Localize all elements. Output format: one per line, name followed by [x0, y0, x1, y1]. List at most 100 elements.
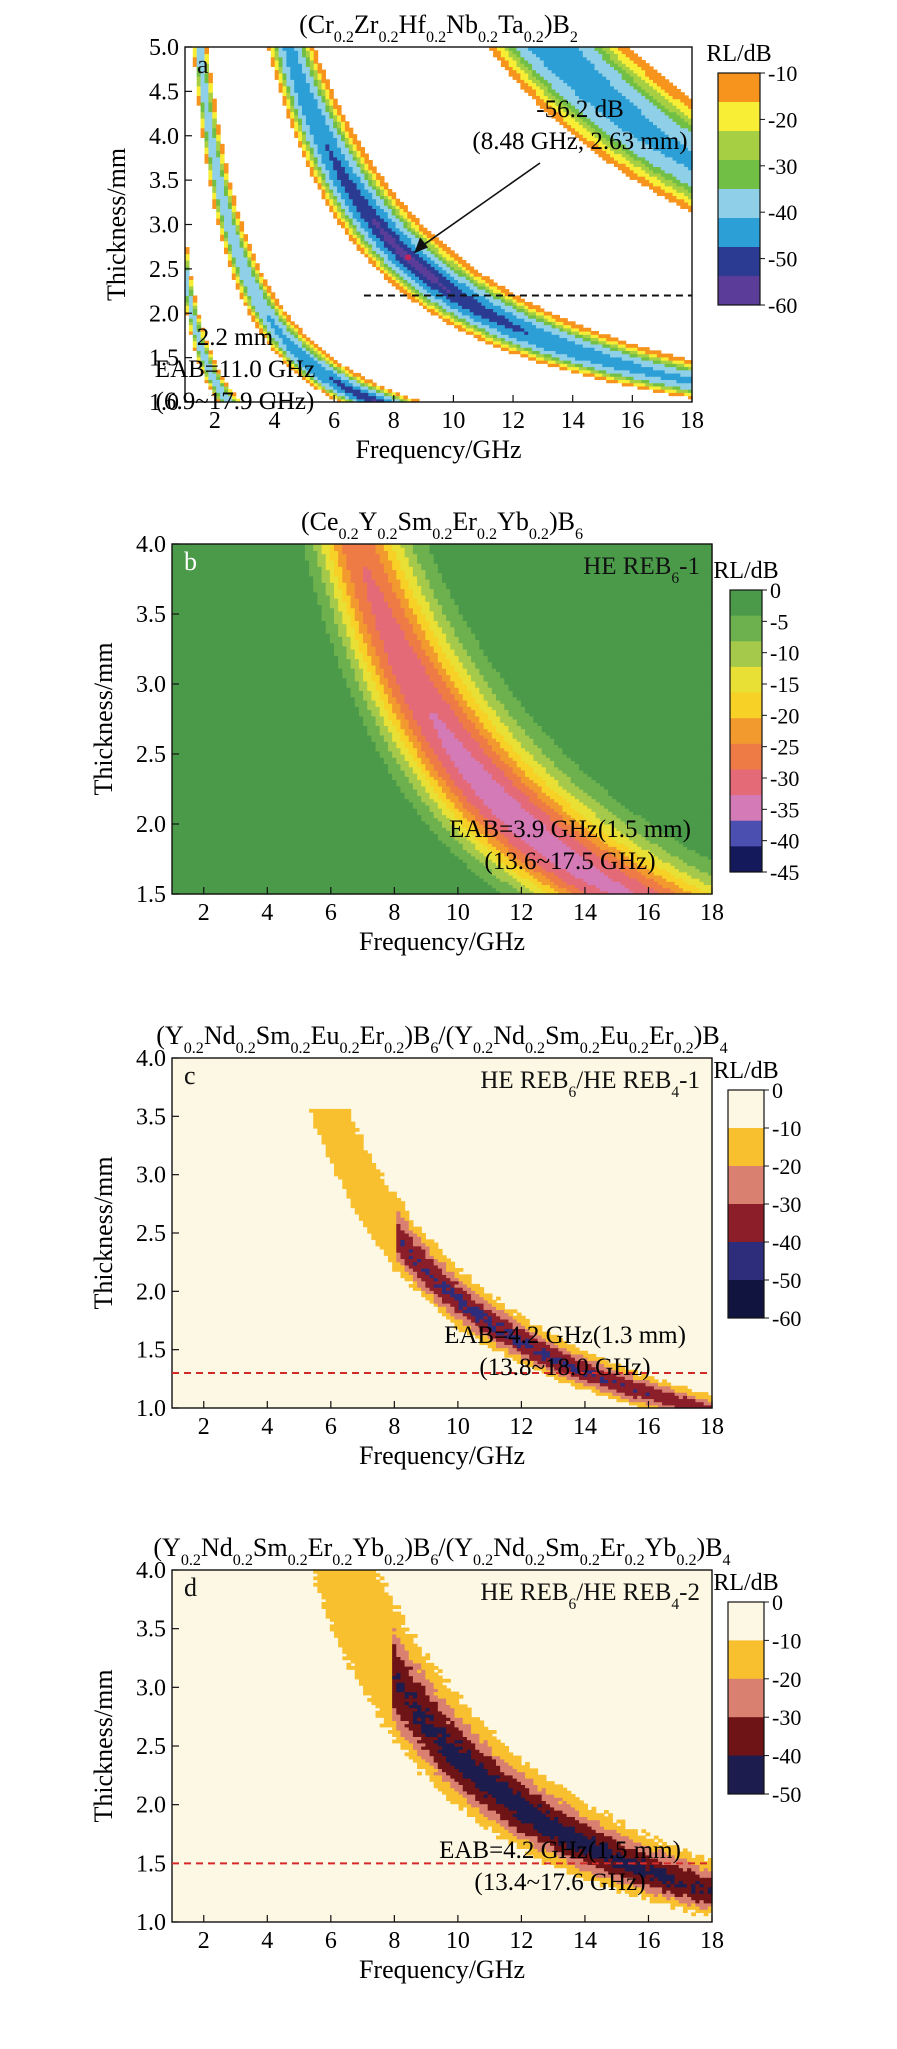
colorbar-swatch	[718, 73, 760, 103]
rl-cell	[466, 263, 471, 267]
rl-cell	[618, 341, 623, 345]
rl-cell	[368, 160, 373, 164]
rl-cell	[361, 147, 366, 151]
rl-contour-figure: 246810121416181.01.52.02.53.03.54.04.55.…	[0, 0, 897, 2044]
rl-cell	[423, 228, 428, 232]
rl-cell	[419, 225, 424, 229]
rl-cell	[669, 83, 674, 87]
colorbar-swatch	[718, 160, 760, 190]
colorbar-swatch	[718, 276, 760, 306]
x-tick-label: 8	[388, 408, 400, 434]
rl-cell	[193, 296, 198, 300]
rl-cell	[427, 231, 432, 235]
rl-cell	[236, 212, 241, 216]
rl-cell	[372, 383, 377, 387]
rl-cell	[454, 254, 459, 258]
rl-cell	[563, 318, 568, 322]
chart-title: (Cr0.2Zr0.2Hf0.2Nb0.2Ta0.2)B2	[299, 10, 578, 46]
rl-cell	[212, 99, 217, 103]
rl-cell	[598, 334, 603, 338]
rl-cell	[446, 247, 451, 251]
y-tick-label: 4.5	[149, 79, 179, 105]
rl-cell	[337, 105, 342, 109]
rl-cell	[286, 315, 291, 319]
rl-cell	[606, 334, 611, 338]
rl-cell	[602, 334, 607, 338]
rl-cell	[228, 183, 233, 187]
x-tick-label: 6	[328, 408, 340, 434]
rl-cell	[579, 325, 584, 329]
rl-cell	[657, 73, 662, 77]
rl-cell	[361, 376, 366, 380]
rl-cell	[665, 354, 670, 358]
rl-cell	[318, 347, 323, 351]
rl-cell	[384, 389, 389, 393]
rl-cell	[345, 367, 350, 371]
rl-cell	[673, 86, 678, 90]
rl-cell	[653, 70, 658, 74]
y-tick-label: 3.0	[149, 213, 179, 239]
rl-cell	[396, 392, 401, 396]
rl-cell	[302, 334, 307, 338]
rl-cell	[337, 363, 342, 367]
rl-cell	[595, 331, 600, 335]
y-tick-label: 2.0	[149, 301, 179, 327]
rl-cell	[524, 302, 529, 306]
rl-cell	[325, 354, 330, 358]
rl-cell	[415, 218, 420, 222]
rl-cell	[540, 308, 545, 312]
rl-cell	[388, 389, 393, 393]
y-tick-label: 4.0	[149, 124, 179, 150]
rl-cell	[505, 289, 510, 293]
rl-cell	[396, 199, 401, 203]
rl-cell	[481, 276, 486, 280]
rl-cell	[244, 234, 249, 238]
rl-cell	[536, 305, 541, 309]
y-axis-label: Thickness/mm	[102, 148, 131, 301]
eab-text-line: EAB=11.0 GHz	[155, 356, 315, 383]
rl-cell	[341, 367, 346, 371]
colorbar-tick-label: -20	[768, 107, 797, 132]
rl-cell	[501, 286, 506, 290]
rl-cell	[450, 250, 455, 254]
rl-cell	[442, 244, 447, 248]
rl-cell	[684, 95, 689, 99]
rl-cell	[493, 283, 498, 287]
rl-cell	[376, 173, 381, 177]
rl-cell	[349, 370, 354, 374]
eab-text-line: 2.2 mm	[197, 324, 274, 351]
rl-cell	[544, 312, 549, 316]
rl-cell	[364, 154, 369, 158]
rl-cell	[380, 386, 385, 390]
rl-cell	[298, 328, 303, 332]
rl-cell	[439, 241, 444, 245]
rl-cell	[649, 350, 654, 354]
rl-cell	[583, 328, 588, 332]
panel-label: a	[197, 50, 209, 79]
rl-cell	[641, 347, 646, 351]
rl-cell	[333, 360, 338, 364]
rl-cell	[575, 325, 580, 329]
rl-cell	[485, 276, 490, 280]
y-tick-label: 3.5	[149, 168, 179, 194]
rl-cell	[314, 50, 319, 54]
colorbar-tick-label: -40	[768, 200, 797, 225]
x-axis-label: Frequency/GHz	[355, 435, 521, 464]
colorbar-swatch	[718, 189, 760, 219]
x-tick-label: 18	[680, 408, 704, 434]
rl-cell	[676, 89, 681, 93]
rl-cell	[388, 189, 393, 193]
rl-cell	[556, 315, 561, 319]
x-tick-label: 10	[441, 408, 465, 434]
rl-cell	[470, 266, 475, 270]
rl-cell	[275, 299, 280, 303]
rl-cell	[306, 337, 311, 341]
rl-cell	[208, 73, 213, 77]
rl-cell	[622, 341, 627, 345]
rl-cell	[661, 354, 666, 358]
x-tick-label: 16	[620, 408, 644, 434]
rl-cell	[353, 373, 358, 377]
rl-cell	[532, 305, 537, 309]
rl-cell	[216, 124, 221, 128]
